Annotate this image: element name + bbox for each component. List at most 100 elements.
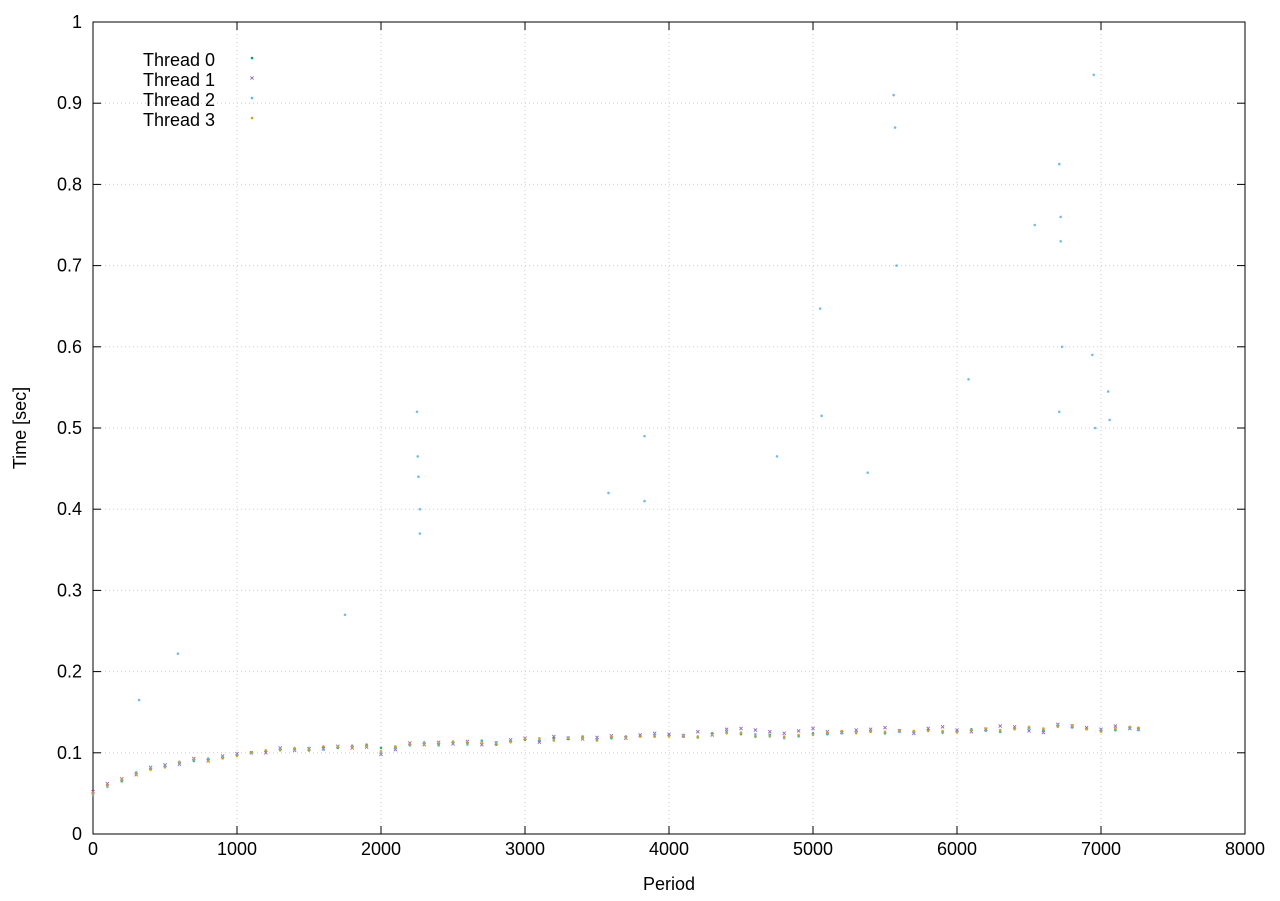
data-point [643,499,646,503]
data-point [250,750,253,754]
data-point [437,744,440,747]
data-point [1042,727,1045,730]
data-point [1114,727,1117,730]
data-point [984,729,988,733]
data-point [820,414,823,418]
data-point [163,766,167,769]
data-point [466,740,469,744]
data-point [422,742,426,746]
data-point [725,732,728,735]
data-point [379,749,383,753]
y-tick-label: 0.7 [57,256,82,276]
data-point [710,733,714,737]
x-tick-label: 4000 [649,839,689,859]
data-point [322,745,325,748]
x-tick-label: 0 [88,839,98,859]
axis-ticks: 0 1000 2000 3000 4000 5000 6000 7000 8000 0 0.1 0.2… [57,12,1265,859]
data-point [725,729,728,733]
data-point [739,732,743,735]
legend-marker [250,76,254,80]
data-point [1091,353,1094,357]
data-point [912,729,916,733]
data-point [417,475,420,479]
data-point [955,731,959,734]
data-point [235,754,239,758]
data-point [695,729,700,734]
x-tick-label: 7000 [1081,839,1121,859]
data-point [883,725,887,730]
data-point [566,736,570,740]
x-tick-label: 3000 [505,839,545,859]
data-point [1060,345,1064,349]
data-point [551,734,556,739]
data-point [940,724,945,729]
data-point [408,742,412,746]
data-point [826,731,829,734]
data-point [753,728,758,732]
legend-marker [250,56,254,60]
data-point [134,772,138,776]
data-point [350,745,354,749]
data-point [1137,726,1140,729]
data-point [466,743,469,746]
data-point [178,760,181,764]
y-tick-label: 0.5 [57,418,82,438]
data-point [394,745,397,748]
legend-marker [250,96,254,100]
series-2 [91,73,1140,797]
y-tick-label: 0.2 [57,662,82,682]
data-point [638,735,642,738]
data-point [176,652,180,656]
data-point [610,735,613,738]
data-point [480,740,484,744]
data-point [643,434,646,438]
data-point [1070,723,1074,727]
x-tick-label: 1000 [217,839,257,859]
y-tick-label: 0.8 [57,174,82,194]
data-point [149,768,152,772]
data-point [895,264,898,267]
data-point [682,734,685,738]
data-point [206,759,210,763]
data-point [1092,73,1096,77]
data-point [782,731,787,736]
data-point [984,727,988,730]
data-point [1041,730,1046,735]
series-3 [91,723,1140,795]
series-0 [91,724,1140,795]
data-point [451,740,455,743]
data-point [523,737,527,741]
data-point [206,757,210,760]
x-tick-label: 5000 [793,839,833,859]
data-point [1027,725,1031,729]
data-point [811,733,815,737]
data-point [106,783,109,787]
x-tick-label: 6000 [937,839,977,859]
data-point [926,729,930,733]
data-point [278,749,282,752]
data-point [866,471,870,474]
data-point [667,735,671,738]
data-point [418,532,422,535]
data-point [898,728,901,732]
data-point [854,728,859,732]
data-point [509,740,512,744]
data-point [607,491,610,495]
x-axis-label: Period [643,874,695,894]
data-point [415,410,419,414]
data-point [696,735,700,738]
legend-label: Thread 2 [143,90,215,110]
data-point [1057,162,1061,166]
data-point [307,748,311,751]
data-point [120,778,124,781]
data-point [840,729,844,733]
data-point [1070,726,1074,729]
data-point [869,730,872,733]
x-tick-label: 2000 [361,839,401,859]
data-point [998,724,1003,728]
data-point [1057,410,1061,414]
series-1 [91,722,1141,794]
legend-marker [250,116,254,120]
